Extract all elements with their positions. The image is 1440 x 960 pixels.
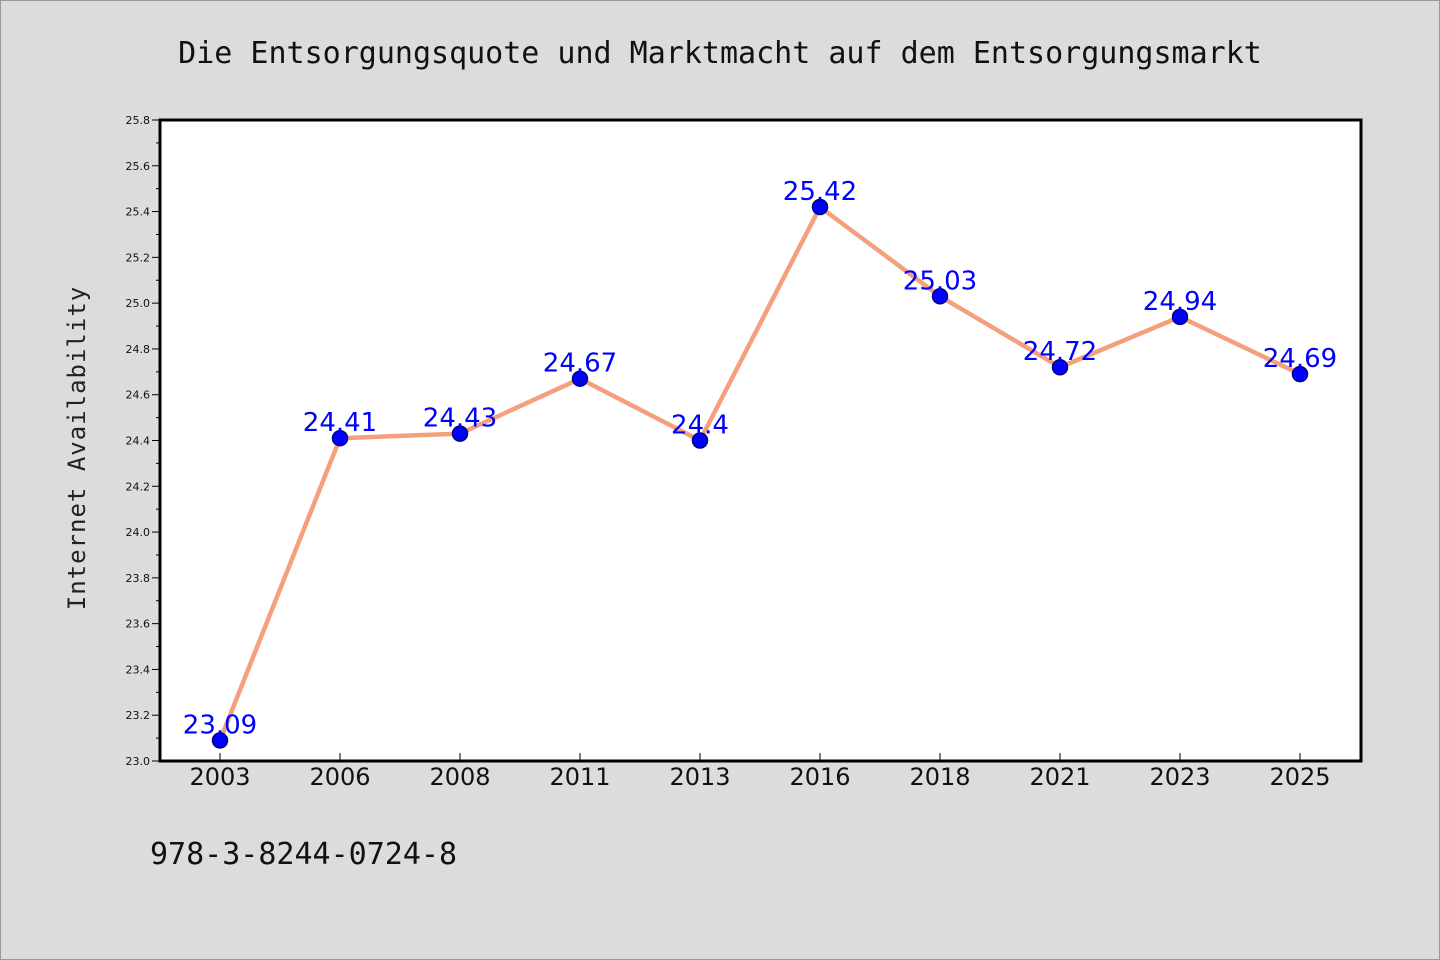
series-line bbox=[217, 204, 1303, 743]
y-tick-label: 24.2 bbox=[126, 480, 151, 493]
x-tick-label: 2021 bbox=[1029, 763, 1090, 791]
data-point bbox=[1051, 358, 1069, 376]
data-point bbox=[691, 432, 709, 449]
data-label: 24.72 bbox=[1023, 337, 1097, 367]
x-tick-label: 2011 bbox=[549, 763, 610, 791]
x-tick-label: 2025 bbox=[1269, 763, 1330, 791]
y-tick-label: 24.8 bbox=[126, 343, 151, 356]
y-tick-label: 25.4 bbox=[126, 206, 151, 219]
axis-ticks: 23.0 23.2 23.4 23.6 23.8 24.0 24.2 24.4 24.6 24.8… bbox=[126, 114, 1331, 791]
y-tick-label: 24.6 bbox=[126, 389, 151, 402]
data-label: 24.4 bbox=[671, 411, 729, 441]
footnote-isbn: 978-3-8244-0724-8 bbox=[150, 837, 457, 872]
x-tick-label: 2023 bbox=[1149, 763, 1210, 791]
y-tick-label: 25.0 bbox=[126, 297, 151, 310]
data-label: 25.42 bbox=[783, 177, 857, 207]
y-tick-label: 25.8 bbox=[126, 114, 151, 127]
data-label: 25.03 bbox=[903, 266, 977, 296]
x-tick-label: 2008 bbox=[429, 763, 490, 791]
data-label: 24.69 bbox=[1263, 344, 1337, 374]
data-label: 23.09 bbox=[183, 710, 257, 740]
x-tick-label: 2013 bbox=[669, 763, 730, 791]
data-label: 24.94 bbox=[1143, 287, 1217, 317]
x-tick-label: 2018 bbox=[909, 763, 970, 791]
x-tick-label: 2003 bbox=[189, 763, 250, 791]
x-tick-label: 2016 bbox=[789, 763, 850, 791]
data-point bbox=[211, 732, 229, 749]
data-point bbox=[1291, 365, 1309, 383]
y-tick-label: 23.0 bbox=[126, 755, 151, 768]
chart-title: Die Entsorgungsquote und Marktmacht auf … bbox=[178, 36, 1262, 71]
y-tick-label: 23.8 bbox=[126, 572, 151, 585]
data-point bbox=[931, 288, 949, 305]
data-point bbox=[811, 198, 829, 216]
data-point bbox=[331, 429, 349, 447]
data-point bbox=[451, 425, 469, 442]
y-tick-label: 23.4 bbox=[126, 663, 151, 676]
plot-area bbox=[160, 120, 1361, 761]
y-tick-label: 24.4 bbox=[126, 435, 151, 448]
data-label: 24.43 bbox=[423, 404, 497, 434]
data-labels-layer: 23.09 24.41 24.43 24.67 24.4 25.42 25.03 24.72 2… bbox=[183, 177, 1337, 740]
data-label: 24.67 bbox=[543, 349, 617, 379]
series-layer bbox=[211, 198, 1309, 749]
y-tick-label: 23.6 bbox=[126, 618, 151, 631]
y-tick-label: 25.2 bbox=[126, 251, 151, 264]
data-point bbox=[571, 370, 589, 387]
y-axis-label: Internet Availability bbox=[63, 286, 91, 610]
y-tick-label: 25.6 bbox=[126, 160, 151, 173]
data-point bbox=[1171, 308, 1189, 326]
data-label: 24.41 bbox=[303, 408, 377, 438]
x-tick-label: 2006 bbox=[309, 763, 370, 791]
y-tick-label: 23.2 bbox=[126, 709, 151, 722]
plot-border bbox=[158, 118, 1363, 763]
y-tick-label: 24.0 bbox=[126, 526, 151, 539]
